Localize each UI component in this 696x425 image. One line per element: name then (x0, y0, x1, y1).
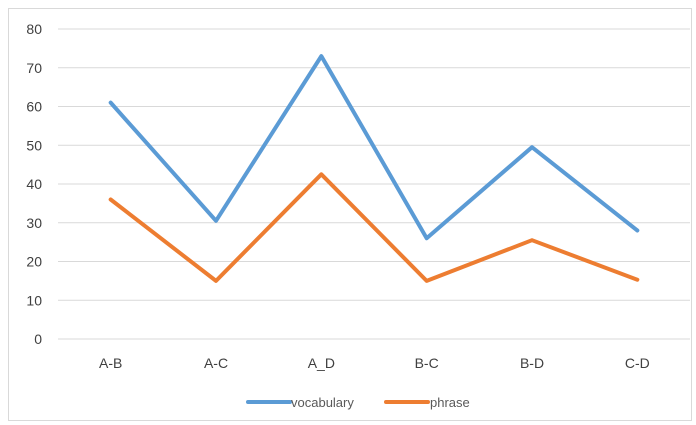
x-tick-label-5: C-D (625, 355, 650, 371)
data-point-phrase-1 (215, 280, 217, 282)
y-tick-label-20: 20 (26, 254, 42, 270)
data-point-vocabulary-5 (636, 230, 638, 231)
data-point-phrase-3 (426, 280, 428, 282)
chart-frame (8, 8, 692, 421)
y-tick-label-0: 0 (34, 331, 42, 347)
x-tick-label-2: A_D (308, 355, 335, 371)
series-line-vocabulary (108, 54, 640, 241)
legend: vocabulary phrase (246, 395, 470, 410)
x-tick-label-1: A-C (204, 355, 228, 371)
y-tick-label-70: 70 (26, 60, 42, 76)
x-tick-label-0: A-B (99, 355, 122, 371)
x-axis-ticks: A-B A-C A_D B-C B-D C-D (99, 355, 650, 371)
y-tick-label-50: 50 (26, 137, 42, 153)
x-tick-label-4: B-D (520, 355, 544, 371)
data-point-phrase-2 (320, 173, 322, 175)
y-axis-ticks: 0 10 20 30 40 50 60 70 80 (26, 21, 42, 347)
gridlines (58, 28, 690, 340)
data-point-phrase-4 (531, 239, 533, 241)
data-point-vocabulary-0 (110, 102, 112, 104)
data-point-vocabulary-1 (215, 220, 217, 222)
data-point-vocabulary-4 (531, 146, 533, 148)
y-tick-label-40: 40 (26, 176, 42, 192)
x-tick-label-3: B-C (415, 355, 439, 371)
legend-label-phrase: phrase (430, 395, 470, 410)
y-tick-label-60: 60 (26, 99, 42, 115)
data-point-vocabulary-3 (426, 237, 428, 239)
y-tick-label-80: 80 (26, 21, 42, 37)
data-point-phrase-5 (636, 279, 638, 281)
series-line-phrase (108, 172, 640, 283)
series-lines (108, 54, 640, 283)
data-point-vocabulary-2 (320, 55, 322, 57)
y-tick-label-30: 30 (26, 215, 42, 231)
data-point-phrase-0 (110, 199, 112, 200)
legend-label-vocabulary: vocabulary (291, 395, 354, 410)
y-tick-label-10: 10 (26, 292, 42, 308)
